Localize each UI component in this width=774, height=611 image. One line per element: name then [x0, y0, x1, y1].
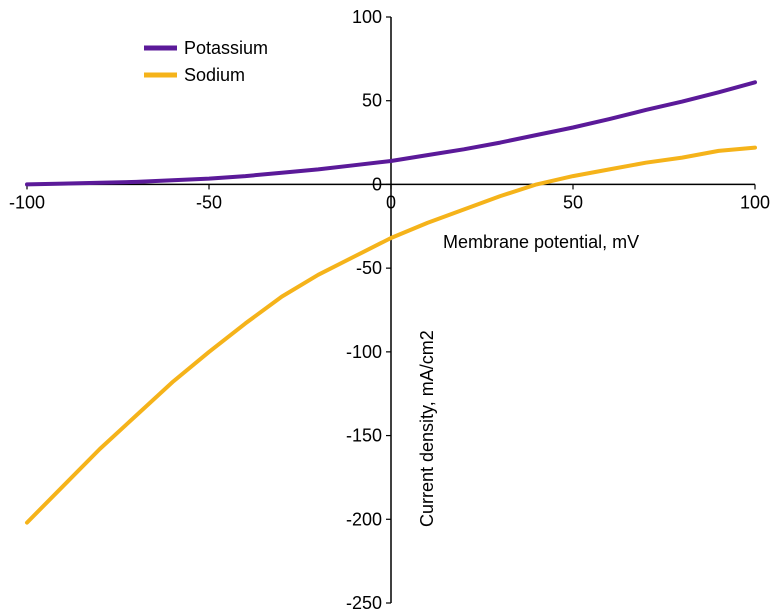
x-tick-label: 50 [563, 192, 583, 212]
series-line-potassium [25, 80, 757, 187]
y-tick-label: -150 [346, 426, 382, 446]
y-ticks: 100 50 -50 -100 -150 -200 -250 0 [346, 7, 391, 611]
y-tick-label: 0 [372, 174, 382, 194]
y-tick-label: 100 [352, 7, 382, 27]
axes [27, 17, 755, 603]
y-tick-label: 50 [362, 91, 382, 111]
series-line-sodium [25, 145, 757, 525]
y-tick-label: -250 [346, 593, 382, 611]
x-tick-label: -100 [9, 192, 45, 212]
y-axis-title: Current density, mA/cm2 [417, 330, 437, 527]
y-tick-label: -200 [346, 509, 382, 529]
legend-label-potassium: Potassium [184, 38, 268, 58]
legend-label-sodium: Sodium [184, 65, 245, 85]
x-ticks: -100 -50 0 50 100 [9, 184, 770, 212]
legend: Potassium Sodium [144, 38, 268, 85]
x-axis-title: Membrane potential, mV [443, 232, 639, 252]
x-tick-label: -50 [196, 192, 222, 212]
x-tick-label: 0 [386, 192, 396, 212]
y-tick-label: -50 [356, 258, 382, 278]
series-layer [25, 80, 757, 525]
x-tick-label: 100 [740, 192, 770, 212]
y-tick-label: -100 [346, 342, 382, 362]
